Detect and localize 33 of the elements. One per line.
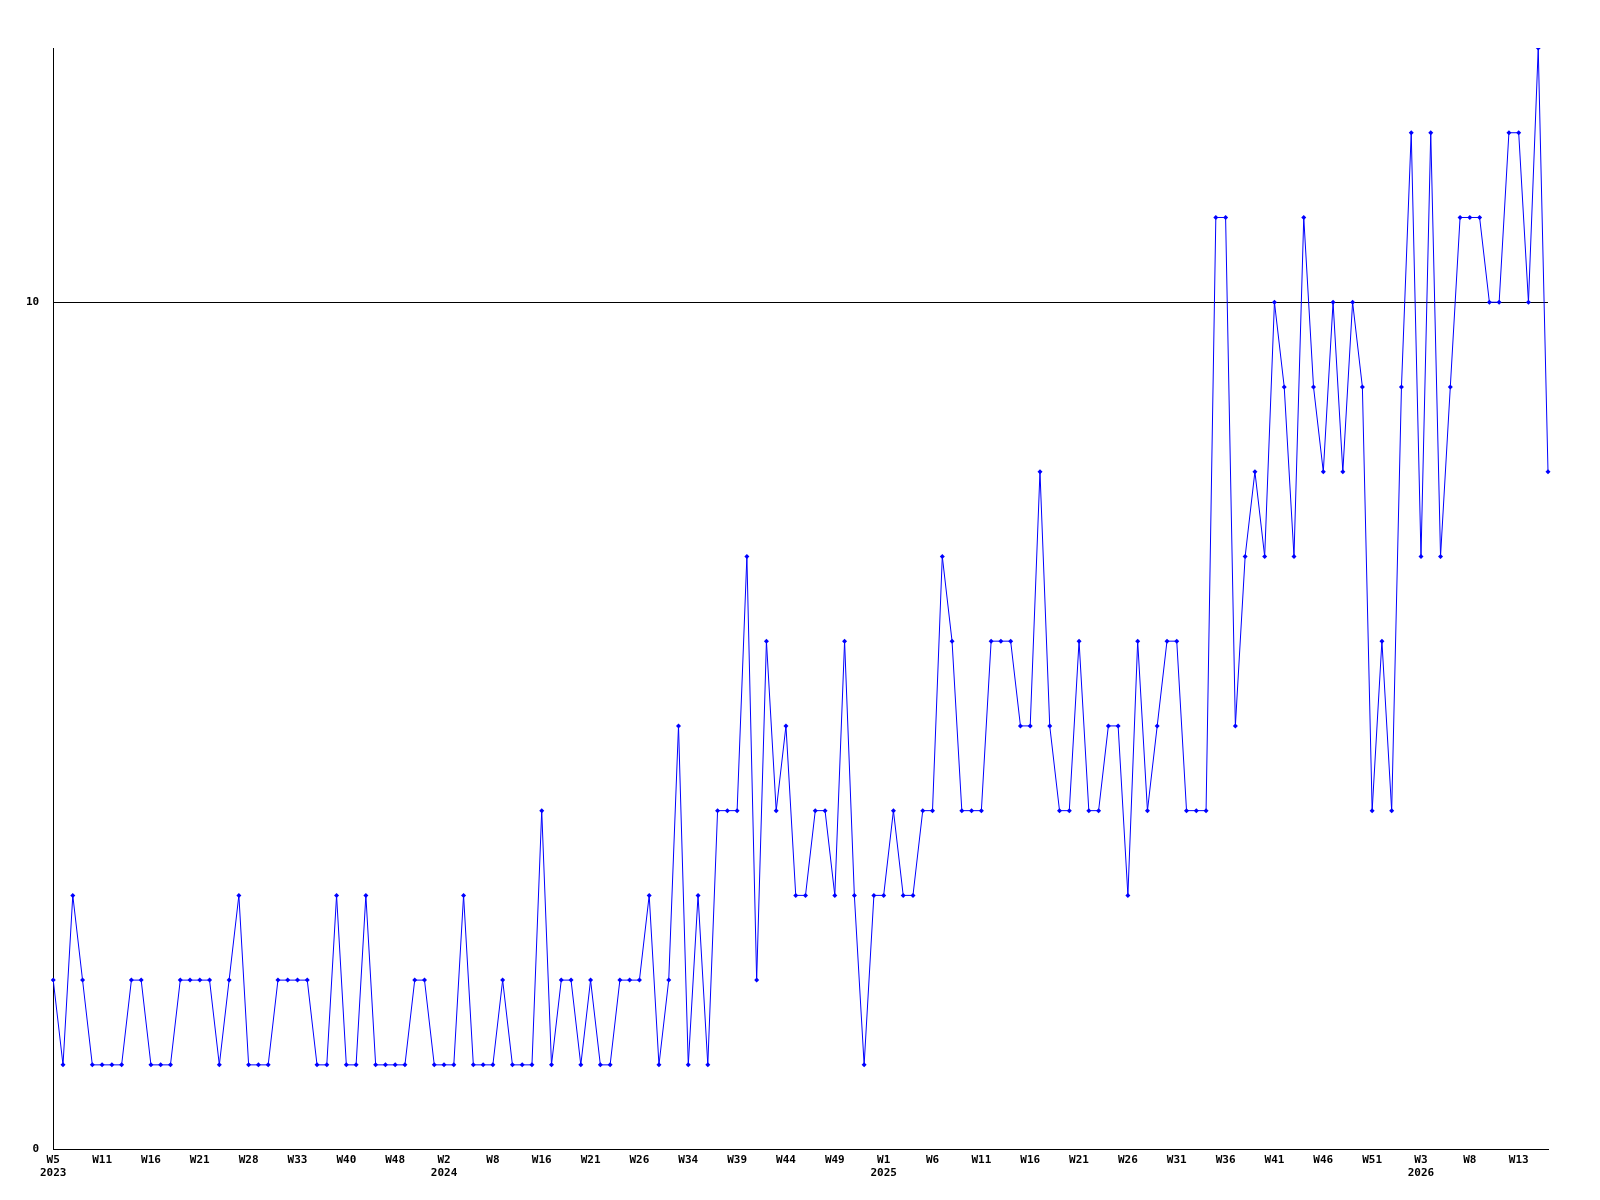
x-tick-label: W28 (238, 1153, 259, 1167)
y-tick-label: 0 (32, 1142, 40, 1156)
x-tick-label: W2 2024 (430, 1153, 458, 1180)
x-tick-label: W3 2026 (1407, 1153, 1435, 1180)
x-tick-label: W11 (971, 1153, 992, 1167)
x-tick-label: W11 (92, 1153, 113, 1167)
x-tick-label: W8 (1463, 1153, 1477, 1167)
x-tick-label: W34 (678, 1153, 699, 1167)
x-tick-label: W39 (727, 1153, 748, 1167)
x-tick-label: W33 (287, 1153, 308, 1167)
x-tick-label: W16 (141, 1153, 162, 1167)
x-tick-label: W49 (824, 1153, 845, 1167)
x-tick-label: W16 (1020, 1153, 1041, 1167)
x-tick-label: W8 (486, 1153, 500, 1167)
x-tick-label: W44 (776, 1153, 797, 1167)
x-tick-label: W36 (1215, 1153, 1236, 1167)
x-tick-label: W13 (1508, 1153, 1529, 1167)
x-tick-label: W26 (629, 1153, 650, 1167)
x-tick-label: W31 (1166, 1153, 1188, 1167)
x-tick-label: W21 (580, 1153, 601, 1167)
x-tick-label: W21 (189, 1153, 211, 1167)
x-tick-label: W1 2025 (870, 1153, 897, 1180)
x-tick-label: W46 (1313, 1153, 1334, 1167)
y-tick-label: 10 (26, 295, 40, 309)
x-tick-label: W40 (336, 1153, 357, 1167)
x-tick-label: W51 (1362, 1153, 1383, 1167)
x-tick-label: W48 (385, 1153, 406, 1167)
x-tick-label: W6 (925, 1153, 940, 1167)
x-tick-label: W16 (531, 1153, 553, 1167)
x-tick-label: W5 2023 (40, 1153, 67, 1180)
x-tick-label: W26 (1117, 1153, 1139, 1167)
x-tick-label: W41 (1264, 1153, 1285, 1167)
x-tick-label: W21 (1069, 1153, 1090, 1167)
